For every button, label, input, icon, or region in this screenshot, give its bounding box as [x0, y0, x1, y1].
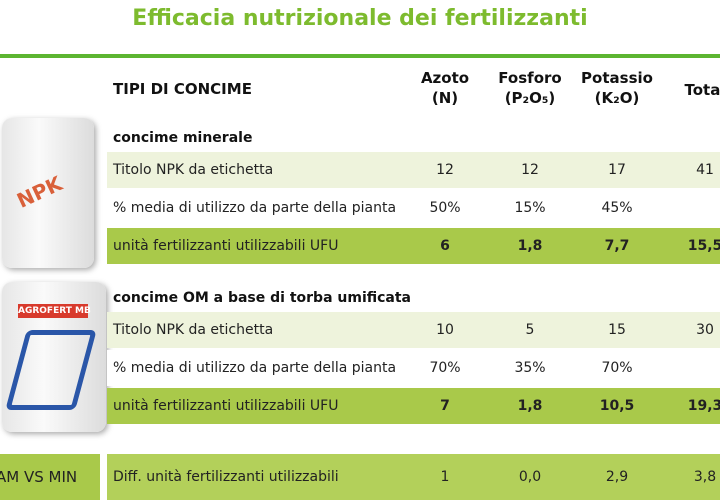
- section-title: concime minerale: [113, 130, 253, 146]
- column-unit: (N): [431, 89, 459, 107]
- cell-value: 15: [608, 322, 626, 338]
- row-label: Titolo NPK da etichetta: [113, 162, 274, 178]
- cell-value: 70%: [429, 360, 461, 376]
- bag-text: NPK: [13, 171, 66, 213]
- cell-value: 1,8: [517, 398, 543, 414]
- cell-value: 15,5: [687, 238, 720, 254]
- cell-value: 70%: [601, 360, 633, 376]
- cell-value: 10,5: [599, 398, 635, 414]
- column-name: Total: [684, 81, 720, 99]
- table-row: unità fertilizzanti utilizzabili UFU 6 1,8…: [107, 228, 720, 264]
- cell-value: 15%: [514, 200, 546, 216]
- section-title: concime OM a base di torba umificata: [113, 290, 412, 306]
- column-name: Fosforo: [498, 69, 562, 87]
- cell-value: 6: [440, 238, 450, 254]
- table-row: unità fertilizzanti utilizzabili UFU 7 1,8…: [107, 388, 720, 424]
- om-bag: AGROFERT MB: [2, 282, 106, 432]
- column-name: Azoto: [420, 69, 470, 87]
- cell-value: 2,9: [605, 469, 629, 485]
- row-label: Titolo NPK da etichetta: [113, 322, 274, 338]
- cell-value: 30: [696, 322, 714, 338]
- row-label: % media di utilizzo da parte della piant…: [113, 360, 397, 376]
- bag-logo: [5, 330, 97, 410]
- cell-value: 5: [525, 322, 535, 338]
- cell-value: 7: [440, 398, 450, 414]
- npk-bag: NPK: [2, 118, 94, 268]
- cell-value: 1: [440, 469, 450, 485]
- cell-value: 12: [436, 162, 454, 178]
- column-name: Potassio: [581, 69, 653, 87]
- row-label: Diff. unità fertilizzanti utilizzabili: [113, 469, 339, 485]
- cell-value: 10: [436, 322, 454, 338]
- column-unit: (K₂O): [594, 89, 640, 107]
- row-label: unità fertilizzanti utilizzabili UFU: [113, 238, 339, 254]
- cell-value: 12: [521, 162, 539, 178]
- row-label: unità fertilizzanti utilizzabili UFU: [113, 398, 339, 414]
- header-label: TIPI DI CONCIME: [113, 80, 252, 98]
- comparison-label: AM VS MIN: [0, 468, 78, 486]
- row-label: % media di utilizzo da parte della piant…: [113, 200, 397, 216]
- table-row: % media di utilizzo da parte della piant…: [107, 190, 720, 226]
- cell-value: 45%: [601, 200, 633, 216]
- page-title: Efficacia nutrizionale dei fertilizzanti: [132, 6, 588, 31]
- cell-value: 1,8: [517, 238, 543, 254]
- cell-value: 35%: [514, 360, 546, 376]
- cell-value: 3,8: [693, 469, 717, 485]
- table-row: Titolo NPK da etichetta 10 5 15 30: [107, 312, 720, 348]
- cell-value: 41: [696, 162, 714, 178]
- table-row: % media di utilizzo da parte della piant…: [107, 350, 720, 386]
- cell-value: 19,3: [687, 398, 720, 414]
- cell-value: 17: [608, 162, 626, 178]
- title-rule: [0, 54, 720, 58]
- column-unit: (P₂O₅): [504, 89, 556, 107]
- cell-value: 7,7: [604, 238, 630, 254]
- cell-value: 50%: [429, 200, 461, 216]
- table-row: Titolo NPK da etichetta 12 12 17 41: [107, 152, 720, 188]
- comparison-band: [0, 454, 100, 500]
- cell-value: 0,0: [518, 469, 542, 485]
- table-row: Diff. unità fertilizzanti utilizzabili 1 0…: [107, 454, 720, 500]
- bag-text: AGROFERT MB: [18, 304, 91, 318]
